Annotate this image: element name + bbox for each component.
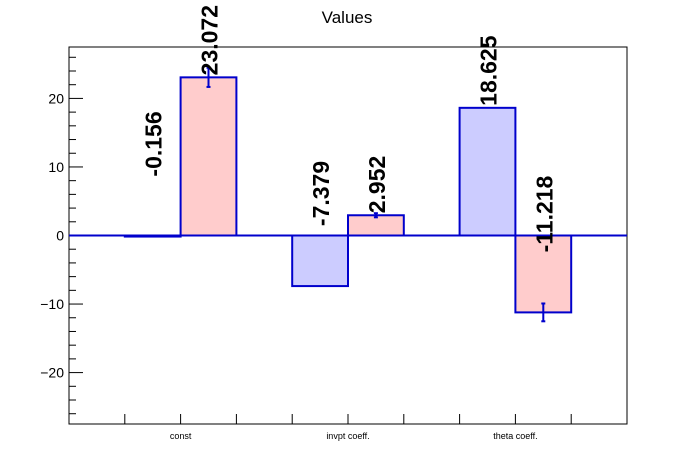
x-axis: const invpt coeff. theta coeff.	[124, 414, 572, 441]
y-tick-label: −10	[40, 296, 64, 312]
bar	[291, 234, 350, 288]
y-tick-label: 0	[56, 228, 64, 244]
y-axis: −20 −10 0 10 20	[40, 56, 83, 415]
data-labels: -0.156 -7.379 18.625 23.072 2.952 -11.218	[141, 5, 558, 252]
bar	[458, 106, 517, 237]
y-tick-label: −20	[40, 365, 64, 381]
bar-value-label: 2.952	[364, 156, 390, 214]
bar	[514, 234, 573, 314]
bar-value-label: -7.379	[308, 161, 334, 226]
bar	[179, 76, 238, 237]
bar-value-label: 23.072	[197, 5, 223, 75]
y-tick-label: 10	[48, 159, 64, 175]
bar-value-label: 18.625	[476, 35, 502, 106]
bar-value-label: -11.218	[531, 175, 557, 252]
chart-title: Values	[322, 8, 373, 27]
bar-value-label: -0.156	[141, 111, 167, 176]
bar-series	[69, 66, 627, 323]
x-tick-label: theta coeff.	[493, 431, 537, 441]
x-tick-label: invpt coeff.	[326, 431, 369, 441]
y-tick-label: 20	[48, 90, 64, 106]
x-tick-label: const	[170, 431, 192, 441]
